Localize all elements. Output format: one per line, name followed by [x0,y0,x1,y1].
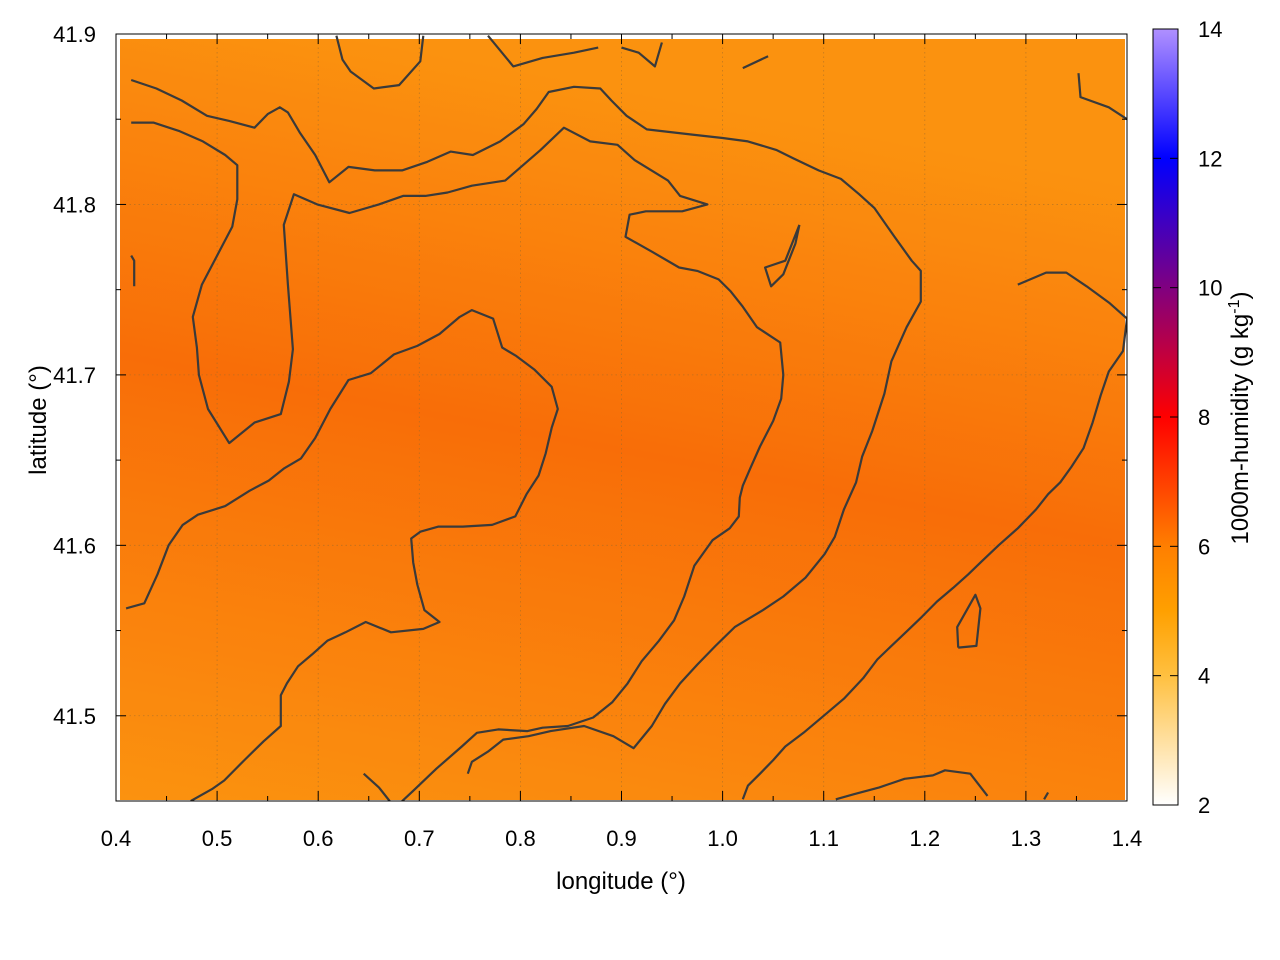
grid-lines [116,33,1127,801]
contour-line [1077,73,1127,121]
contour-line [1043,791,1050,800]
humidity-field-tint [120,39,1125,800]
contour-line [131,121,785,801]
contour-line [130,78,922,775]
x-tick-label: 1.2 [910,826,941,851]
x-tick-label: 0.5 [202,826,233,851]
humidity-field [120,39,1125,800]
y-tick-label: 41.8 [53,192,96,217]
contour-line [741,271,1127,800]
colorbar-tick-label: 8 [1198,405,1210,430]
contour-line [487,35,599,68]
contour-line [621,42,663,68]
contour-line [335,35,425,90]
x-axis-label: longitude (°) [556,868,686,895]
y-axis-label: latitude (°) [25,365,52,475]
contour-line [125,309,559,801]
y-tick-label: 41.5 [53,704,96,729]
contour-line [742,55,769,70]
colorbar-tick-label: 4 [1198,664,1210,689]
colorbar-tick-label: 14 [1198,17,1222,42]
contour-line [835,769,989,801]
colorbar-ticks: 2 4 6 8 10 12 14 [1153,17,1222,818]
x-tick-label: 0.9 [606,826,637,851]
x-tick-label: 1.0 [707,826,738,851]
colorbar-label-end: ) [1227,292,1254,300]
contour-line [130,255,136,287]
colorbar-label-main: 1000m-humidity (g kg [1227,314,1254,545]
x-axis-ticks: 0.4 0.5 0.6 0.7 0.8 0.9 1.0 1.1 1.2 1.3 1.4 [101,34,1143,851]
colorbar-tick-label: 6 [1198,534,1210,559]
x-tick-label: 0.4 [101,826,132,851]
y-tick-label: 41.9 [53,22,96,47]
colorbar-tick-label: 12 [1198,146,1222,171]
humidity-field-base [120,39,1125,800]
x-tick-label: 0.6 [303,826,334,851]
colorbar-label: 1000m-humidity (g kg-1) [1226,292,1254,545]
x-tick-label: 1.1 [808,826,839,851]
y-tick-label: 41.7 [53,363,96,388]
x-tick-label: 0.8 [505,826,536,851]
contour-line [763,224,801,288]
y-axis-ticks: 41.5 41.6 41.7 41.8 41.9 [53,22,1127,802]
colorbar-tick-label: 2 [1198,793,1210,818]
x-tick-label: 1.4 [1112,826,1143,851]
colorbar: 2 4 6 8 10 12 14 [1152,17,1222,818]
humidity-contours [125,35,1127,801]
x-tick-label: 0.7 [404,826,435,851]
contour-line [956,593,982,649]
x-tick-label: 1.3 [1011,826,1042,851]
colorbar-tick-label: 10 [1198,276,1222,301]
y-tick-label: 41.6 [53,533,96,558]
colorbar-label-superscript: -1 [1226,299,1243,313]
